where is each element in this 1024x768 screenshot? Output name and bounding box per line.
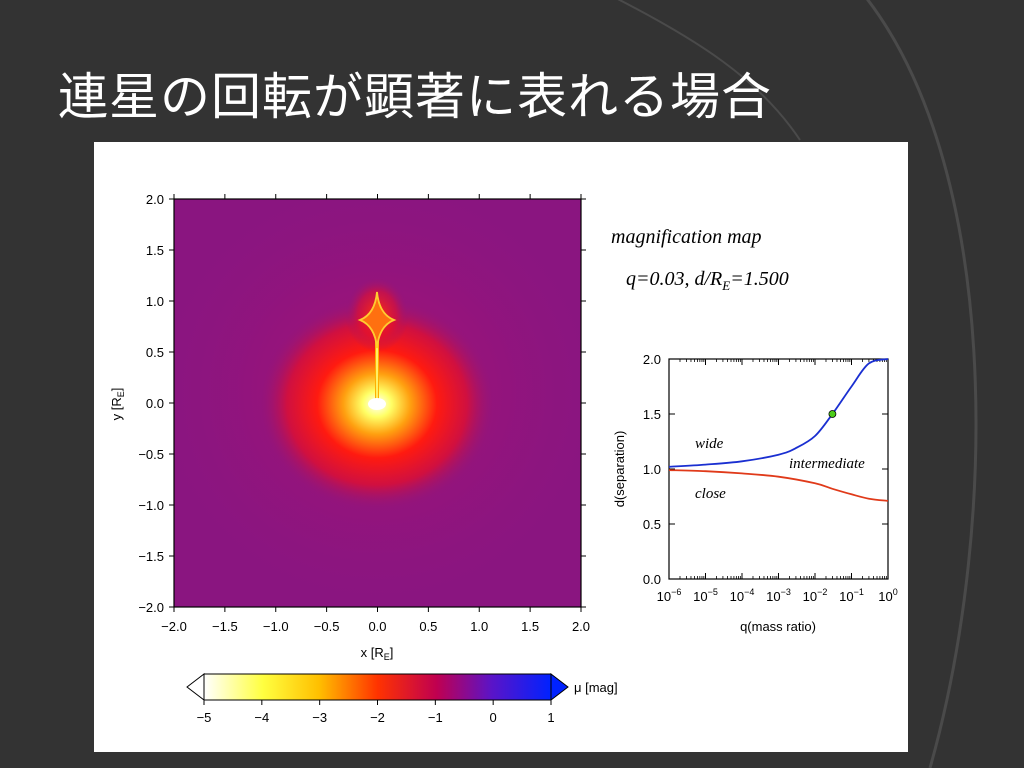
annotation-parameters: q=0.03, d/RE=1.500 — [626, 268, 789, 293]
heatmap-x-tick-label: 0.0 — [368, 619, 386, 634]
slide-title: 連星の回転が顕著に表れる場合 — [58, 68, 772, 126]
colorbar-gradient — [203, 673, 552, 701]
heatmap-y-ticks: −2.0 −1.5 −1.0 −0.5 0.0 0.5 1.0 1.5 2.0 — [138, 192, 586, 615]
heatmap-x-tick-label: −0.5 — [314, 619, 340, 634]
colorbar-low-triangle — [186, 672, 205, 702]
magnification-map-plot: −2.0 −1.5 −1.0 −0.5 0.0 0.5 1.0 1.5 2.0 −2.0 −1.5… — [109, 192, 590, 662]
heatmap-y-tick-label: 0.5 — [146, 345, 164, 360]
colorbar-label: μ [mag] — [574, 680, 618, 695]
colorbar-high-triangle — [550, 672, 569, 702]
linechart-x-tick-label: 10−4 — [730, 587, 755, 604]
linechart-series — [668, 358, 889, 502]
heatmap-y-axis-label: y [RE] — [109, 388, 126, 421]
linechart-x-tick-label: 10−3 — [766, 587, 791, 604]
heatmap-x-tick-label: 2.0 — [572, 619, 590, 634]
linechart-x-tick-label: 10−5 — [693, 587, 718, 604]
heatmap-x-tick-label: −1.0 — [263, 619, 289, 634]
heatmap-y-tick-label: 0.0 — [146, 396, 164, 411]
heatmap-y-tick-label: −1.5 — [138, 549, 164, 564]
wide-close-boundary-line — [668, 358, 889, 468]
background-arc — [865, 0, 978, 768]
linechart-y-tick-label: 1.5 — [643, 407, 661, 422]
heatmap-y-tick-label: 1.0 — [146, 294, 164, 309]
figure-panel: −2.0 −1.5 −1.0 −0.5 0.0 0.5 1.0 1.5 2.0 −2.0 −1.5… — [94, 142, 908, 752]
close-intermediate-boundary-line — [668, 469, 889, 502]
linechart-x-tick-label: 10−1 — [839, 587, 864, 604]
heatmap-x-ticks: −2.0 −1.5 −1.0 −0.5 0.0 0.5 1.0 1.5 2.0 — [161, 194, 590, 634]
colorbar-tick-label: −3 — [312, 710, 327, 725]
colorbar: μ [mag] −5 −4 −3 −2 −1 0 1 — [186, 672, 618, 725]
heatmap-x-tick-label: −2.0 — [161, 619, 187, 634]
central-peak — [368, 398, 386, 410]
separation-vs-mass-ratio-plot: 10−6 10−5 10−4 10−3 10−2 10−1 100 0.0 0.5 1.0 1.5… — [612, 352, 898, 634]
linechart-x-tick-label: 10−2 — [803, 587, 828, 604]
current-parameter-marker — [828, 410, 837, 418]
linechart-x-tick-label: 10−6 — [657, 587, 682, 604]
heatmap-y-tick-label: −0.5 — [138, 447, 164, 462]
linechart-minor-ticks — [679, 359, 887, 579]
colorbar-tick-label: −2 — [370, 710, 385, 725]
heatmap-x-tick-label: −1.5 — [212, 619, 238, 634]
region-label-close: close — [695, 486, 726, 502]
linechart-y-tick-label: 1.0 — [643, 462, 661, 477]
annotation-magnification-map: magnification map — [611, 226, 762, 248]
colorbar-tick-label: 1 — [547, 710, 554, 725]
heatmap-y-tick-label: −1.0 — [138, 498, 164, 513]
colorbar-ticks: −5 −4 −3 −2 −1 0 1 — [197, 700, 555, 725]
linechart-x-axis-label: q(mass ratio) — [740, 619, 816, 634]
heatmap-x-axis-label: x [RE] — [361, 645, 394, 662]
heatmap-x-tick-label: 1.0 — [470, 619, 488, 634]
linechart-x-tick-label: 100 — [878, 587, 897, 604]
colorbar-tick-label: −1 — [428, 710, 443, 725]
heatmap-x-tick-label: 1.5 — [521, 619, 539, 634]
linechart-x-ticks: 10−6 10−5 10−4 10−3 10−2 10−1 100 — [657, 359, 898, 604]
figure-canvas: −2.0 −1.5 −1.0 −0.5 0.0 0.5 1.0 1.5 2.0 −2.0 −1.5… — [109, 192, 898, 725]
colorbar-tick-label: 0 — [490, 710, 497, 725]
region-label-wide: wide — [695, 436, 724, 452]
heatmap-x-tick-label: 0.5 — [419, 619, 437, 634]
region-label-intermediate: intermediate — [789, 456, 865, 472]
heatmap-y-tick-label: 2.0 — [146, 192, 164, 207]
planetary-caustic — [357, 291, 397, 349]
heatmap-y-tick-label: 1.5 — [146, 243, 164, 258]
linechart-y-ticks: 0.0 0.5 1.0 1.5 2.0 — [643, 352, 888, 587]
linechart-y-tick-label: 0.0 — [643, 572, 661, 587]
colorbar-tick-label: −5 — [197, 710, 212, 725]
linechart-y-tick-label: 0.5 — [643, 517, 661, 532]
linechart-y-tick-label: 2.0 — [643, 352, 661, 367]
heatmap-y-tick-label: −2.0 — [138, 600, 164, 615]
colorbar-tick-label: −4 — [254, 710, 269, 725]
linechart-y-axis-label: d(separation) — [612, 431, 627, 508]
background-arc-2 — [617, 0, 801, 141]
caustic-ridge-core — [376, 314, 378, 406]
